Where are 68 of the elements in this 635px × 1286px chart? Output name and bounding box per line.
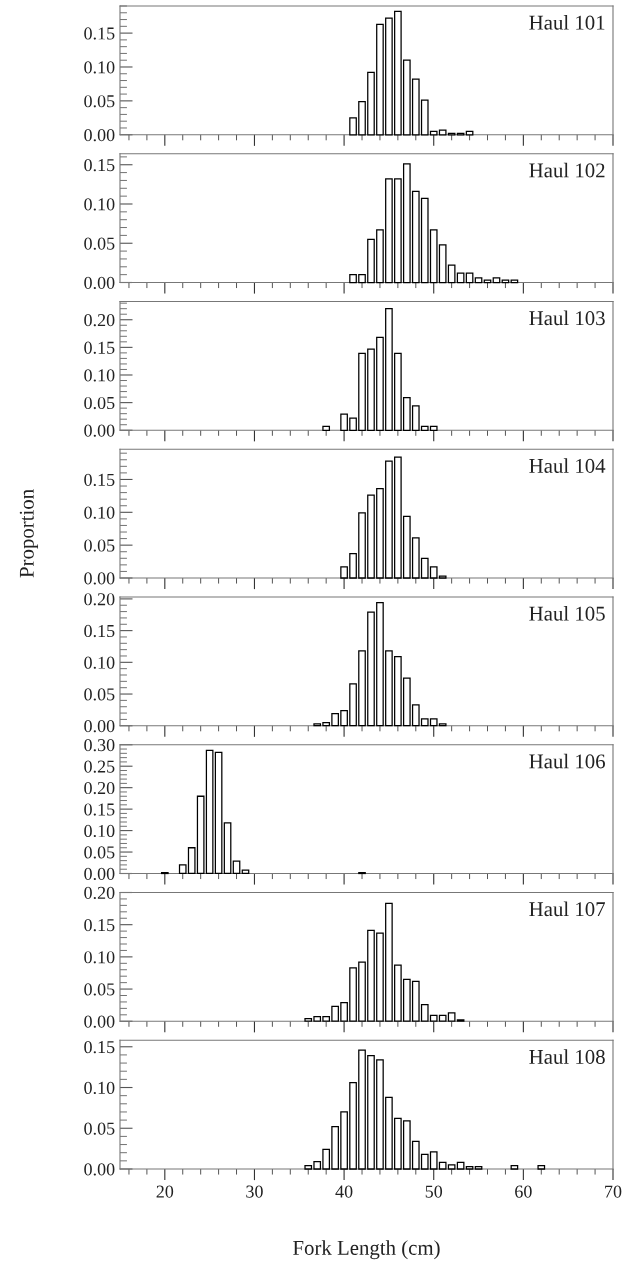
y-tick-label: 0.10 bbox=[84, 506, 115, 519]
y-tick-label: 0.05 bbox=[84, 539, 115, 552]
y-tick-label: 0.10 bbox=[84, 198, 115, 211]
y-tick-label: 0.00 bbox=[84, 867, 115, 881]
y-tick-label: 0.00 bbox=[84, 1163, 115, 1176]
bar bbox=[501, 279, 510, 284]
chart-title: Haul 103 bbox=[529, 310, 605, 326]
y-tick-label: 0.15 bbox=[84, 803, 115, 816]
chart-title: Haul 108 bbox=[529, 1049, 605, 1064]
bar bbox=[322, 425, 331, 431]
x-tick-label: 70 bbox=[605, 1185, 622, 1198]
y-tick-label: 0.05 bbox=[84, 1122, 115, 1135]
y-tick-label: 0.00 bbox=[84, 276, 115, 290]
x-tick-label: 20 bbox=[156, 1185, 174, 1198]
y-tick-label: 0.05 bbox=[84, 846, 115, 859]
y-tick-label: 0.20 bbox=[84, 886, 115, 900]
y-tick-label: 0.20 bbox=[84, 593, 115, 606]
y-tick-label: 0.05 bbox=[84, 237, 115, 250]
bar bbox=[241, 869, 250, 875]
chart-title: Haul 102 bbox=[529, 162, 605, 178]
y-tick-label: 0.10 bbox=[84, 951, 115, 964]
y-tick-label: 0.10 bbox=[84, 824, 115, 838]
x-tick-label: 60 bbox=[515, 1185, 532, 1198]
y-axis-title: Proportion bbox=[19, 489, 39, 578]
y-tick-label: 0.15 bbox=[84, 624, 115, 638]
bar bbox=[232, 860, 241, 875]
x-tick-label: 30 bbox=[246, 1185, 263, 1198]
y-tick-label: 0.25 bbox=[84, 760, 115, 773]
y-tick-label: 0.20 bbox=[84, 313, 115, 327]
y-tick-label: 0.20 bbox=[84, 781, 115, 795]
y-tick-label: 0.00 bbox=[84, 720, 115, 733]
bar bbox=[492, 277, 501, 284]
y-tick-label: 0.15 bbox=[84, 341, 115, 354]
y-tick-label: 0.00 bbox=[84, 572, 115, 585]
chart-title: Haul 101 bbox=[529, 15, 605, 30]
x-tick-label: 50 bbox=[425, 1185, 443, 1198]
bar bbox=[474, 277, 483, 284]
bar bbox=[223, 822, 232, 875]
bar bbox=[483, 279, 492, 284]
chart-title: Haul 105 bbox=[529, 606, 605, 621]
y-tick-label: 0.00 bbox=[84, 424, 115, 437]
y-tick-label: 0.15 bbox=[84, 159, 115, 172]
y-tick-label: 0.10 bbox=[84, 656, 115, 669]
bar bbox=[465, 272, 474, 284]
chart-title: Haul 107 bbox=[529, 901, 605, 917]
y-tick-label: 0.15 bbox=[84, 473, 115, 486]
bar bbox=[465, 1165, 474, 1170]
y-tick-label: 0.15 bbox=[84, 918, 115, 932]
y-tick-label: 0.05 bbox=[84, 688, 115, 701]
y-tick-label: 0.15 bbox=[84, 27, 115, 40]
y-tick-label: 0.05 bbox=[84, 983, 115, 996]
y-tick-label: 0.05 bbox=[84, 396, 115, 410]
bar bbox=[474, 1165, 483, 1170]
bar bbox=[510, 1165, 519, 1170]
y-tick-label: 0.15 bbox=[84, 1041, 115, 1054]
bar bbox=[537, 1165, 546, 1170]
y-tick-label: 0.10 bbox=[84, 1081, 115, 1095]
bar bbox=[510, 279, 519, 284]
x-tick-label: 40 bbox=[335, 1185, 353, 1198]
y-tick-label: 0.10 bbox=[84, 369, 115, 382]
y-tick-label: 0.05 bbox=[84, 95, 115, 108]
chart-title: Haul 106 bbox=[529, 753, 605, 769]
x-axis-title: Fork Length (cm) bbox=[293, 1240, 440, 1260]
chart-title: Haul 104 bbox=[529, 458, 606, 473]
y-tick-label: 0.30 bbox=[84, 739, 115, 752]
y-tick-label: 0.10 bbox=[84, 61, 115, 74]
y-tick-label: 0.00 bbox=[84, 1015, 115, 1028]
y-tick-label: 0.00 bbox=[84, 129, 115, 142]
